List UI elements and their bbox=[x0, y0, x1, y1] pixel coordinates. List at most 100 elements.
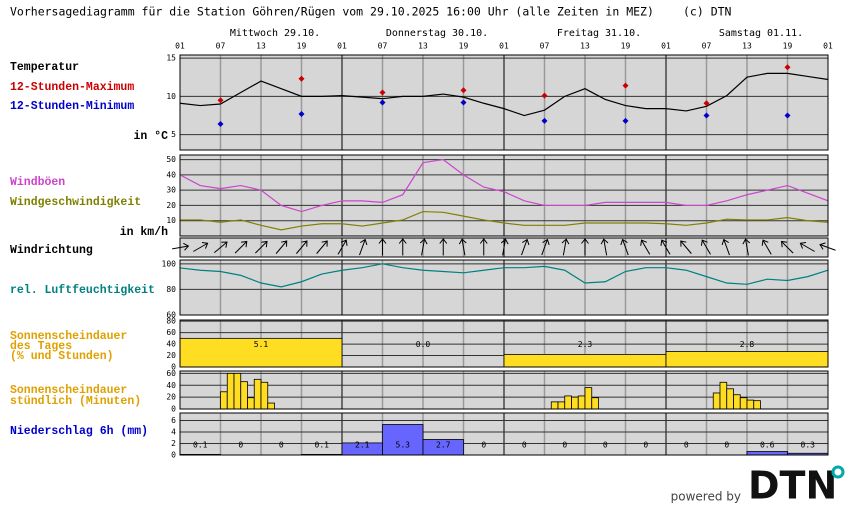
day-label: Donnerstag 30.10. bbox=[386, 28, 488, 39]
day-label: Freitag 31.10. bbox=[557, 28, 641, 39]
arrow-head bbox=[561, 238, 570, 245]
arrow-head bbox=[700, 239, 708, 246]
wind-arrow bbox=[419, 238, 428, 256]
arrow-head bbox=[221, 241, 228, 248]
arrow-head bbox=[479, 238, 488, 244]
arrow-head bbox=[761, 239, 769, 246]
wind-arrow bbox=[620, 238, 629, 256]
x-tick-label: 13 bbox=[580, 42, 590, 51]
arrow-head bbox=[398, 238, 407, 244]
marker bbox=[541, 92, 548, 99]
wind-arrow bbox=[378, 238, 387, 256]
powered-by: powered by bbox=[671, 490, 741, 504]
arrow-shaft bbox=[359, 239, 366, 256]
bar-label: 0 bbox=[522, 441, 527, 450]
bar bbox=[233, 372, 242, 410]
series-label: 12-Stunden-Minimum bbox=[10, 100, 134, 113]
arrow-shaft bbox=[641, 240, 651, 255]
marker bbox=[298, 110, 305, 117]
bar bbox=[712, 392, 721, 410]
panel-label: des Tages bbox=[10, 340, 72, 353]
bar bbox=[726, 388, 734, 410]
bar-label: 2.3 bbox=[578, 340, 593, 349]
wind-arrow bbox=[295, 240, 308, 254]
wind-arrow bbox=[254, 240, 268, 254]
wind-arrow bbox=[275, 240, 288, 254]
y-tick-label: 2 bbox=[171, 439, 176, 448]
marker bbox=[460, 87, 467, 94]
series-line bbox=[179, 263, 829, 288]
y-tick-label: 50 bbox=[166, 155, 176, 164]
x-tick-label: 13 bbox=[256, 42, 266, 51]
wind-arrow bbox=[721, 238, 730, 256]
series-label: Windgeschwindigkeit bbox=[10, 196, 141, 209]
arrow-shaft bbox=[254, 241, 268, 254]
panel-label: (% und Stunden) bbox=[10, 350, 114, 363]
chart-title: Vorhersagediagramm für die Station Göhre… bbox=[10, 5, 654, 19]
bar bbox=[382, 424, 424, 456]
marker bbox=[622, 117, 629, 124]
bar bbox=[267, 402, 275, 410]
arrow-shaft bbox=[781, 241, 794, 254]
panel-border bbox=[179, 259, 829, 316]
bar-label: 0.0 bbox=[416, 340, 431, 349]
bar-label: 2.8 bbox=[740, 340, 755, 349]
arrow-head bbox=[799, 241, 807, 249]
bar bbox=[591, 397, 599, 410]
panel-border bbox=[179, 154, 829, 237]
bar bbox=[577, 395, 586, 410]
arrow-head bbox=[522, 238, 530, 246]
bar-label: 0.1 bbox=[193, 441, 208, 450]
arrow-head bbox=[581, 238, 589, 244]
bar bbox=[557, 401, 566, 410]
arrow-shaft bbox=[541, 239, 548, 256]
bar bbox=[719, 381, 728, 410]
panel-border bbox=[179, 412, 829, 456]
x-tick-label: 19 bbox=[621, 42, 631, 51]
y-tick-label: 4 bbox=[171, 427, 176, 436]
bar-label: 0 bbox=[238, 441, 243, 450]
arrow-head bbox=[819, 242, 826, 250]
y-tick-label: 100 bbox=[162, 259, 177, 268]
y-tick-label: 6 bbox=[171, 416, 176, 425]
arrow-shaft bbox=[275, 241, 287, 254]
y-tick-label: 5 bbox=[171, 130, 176, 139]
bar-label: 0.1 bbox=[315, 441, 330, 450]
bar bbox=[753, 400, 761, 410]
bar bbox=[220, 391, 228, 410]
x-tick-label: 01 bbox=[337, 42, 347, 51]
wind-arrow bbox=[439, 238, 448, 256]
logo-dot bbox=[831, 465, 845, 479]
bar bbox=[226, 372, 235, 410]
marker bbox=[784, 64, 791, 71]
arrow-shaft bbox=[562, 239, 567, 256]
day-label: Samstag 01.11. bbox=[719, 28, 803, 39]
bar-label: 0 bbox=[562, 441, 567, 450]
arrow-head bbox=[620, 238, 628, 246]
arrow-shaft bbox=[723, 239, 730, 256]
arrow-shaft bbox=[680, 241, 692, 254]
panel-label: Sonnenscheindauer bbox=[10, 330, 127, 343]
y-tick-label: 0 bbox=[171, 405, 176, 414]
bar-label: 5.1 bbox=[254, 340, 269, 349]
arrow-shaft bbox=[603, 239, 608, 256]
bar-label: 0.3 bbox=[801, 441, 816, 450]
arrow-head bbox=[600, 238, 609, 245]
arrow-head bbox=[660, 239, 668, 246]
x-tick-label: 07 bbox=[216, 42, 226, 51]
y-tick-label: 20 bbox=[166, 201, 176, 210]
arrow-head bbox=[241, 240, 248, 248]
bar bbox=[247, 397, 255, 410]
y-tick-label: 40 bbox=[166, 170, 176, 179]
series-label: Temperatur bbox=[10, 61, 79, 74]
arrow-head bbox=[360, 238, 368, 246]
bar-label: 2.1 bbox=[355, 441, 370, 450]
arrow-shaft bbox=[214, 241, 227, 254]
wind-arrow bbox=[660, 239, 671, 255]
marker bbox=[379, 99, 386, 106]
panel-label: Niederschlag 6h (mm) bbox=[10, 425, 148, 438]
arrow-shaft bbox=[316, 241, 328, 254]
bar-label: 0 bbox=[643, 441, 648, 450]
arrow-shaft bbox=[461, 239, 466, 256]
